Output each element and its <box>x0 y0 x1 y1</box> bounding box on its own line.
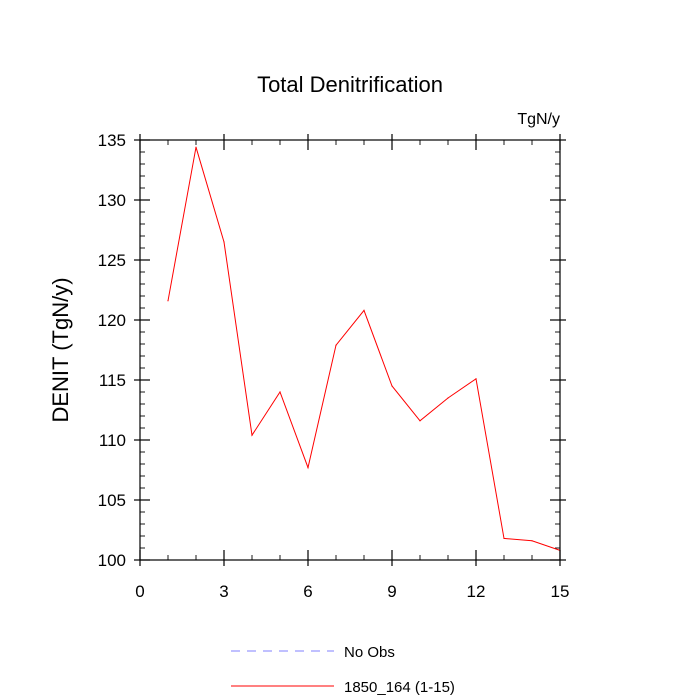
data-point <box>335 345 336 346</box>
legend-label: 1850_164 (1-15) <box>344 679 455 696</box>
y-tick-label: 105 <box>98 491 126 510</box>
data-point <box>307 467 308 468</box>
legend-label: No Obs <box>344 644 395 661</box>
y-tick-label: 120 <box>98 311 126 330</box>
x-tick-label: 9 <box>387 582 396 601</box>
y-tick-label: 110 <box>99 431 126 450</box>
data-point <box>391 385 392 386</box>
data-point <box>363 310 364 311</box>
chart-title: Total Denitrification <box>257 72 443 97</box>
x-tick-label: 0 <box>135 582 144 601</box>
data-point <box>279 391 280 392</box>
data-point <box>251 435 252 436</box>
units-label: TgN/y <box>517 111 560 128</box>
data-point <box>475 378 476 379</box>
y-tick-label: 100 <box>98 551 126 570</box>
chart: Total Denitrification TgN/y DENIT (TgN/y… <box>0 0 700 700</box>
y-tick-label: 125 <box>98 251 126 270</box>
y-tick-label: 135 <box>98 131 126 150</box>
y-tick-label: 130 <box>98 191 126 210</box>
data-point <box>447 397 448 398</box>
x-tick-label: 6 <box>303 582 312 601</box>
y-axis-label: DENIT (TgN/y) <box>48 277 73 422</box>
legend: No Obs 1850_164 (1-15) <box>231 644 455 696</box>
x-tick-labels: 0 3 6 9 12 15 <box>135 582 569 601</box>
data-point <box>503 538 504 539</box>
data-point <box>223 241 224 242</box>
data-point <box>195 147 196 148</box>
data-point <box>531 540 532 541</box>
series-layer <box>167 147 560 551</box>
data-point <box>419 420 420 421</box>
major-ticks <box>134 134 566 566</box>
data-point <box>167 300 168 301</box>
x-tick-label: 12 <box>467 582 486 601</box>
series-line <box>168 147 560 550</box>
x-tick-label: 3 <box>219 582 228 601</box>
y-tick-label: 115 <box>99 371 126 390</box>
x-tick-label: 15 <box>551 582 570 601</box>
y-tick-labels: 100 105 110 115 120 125 130 135 <box>98 131 126 570</box>
